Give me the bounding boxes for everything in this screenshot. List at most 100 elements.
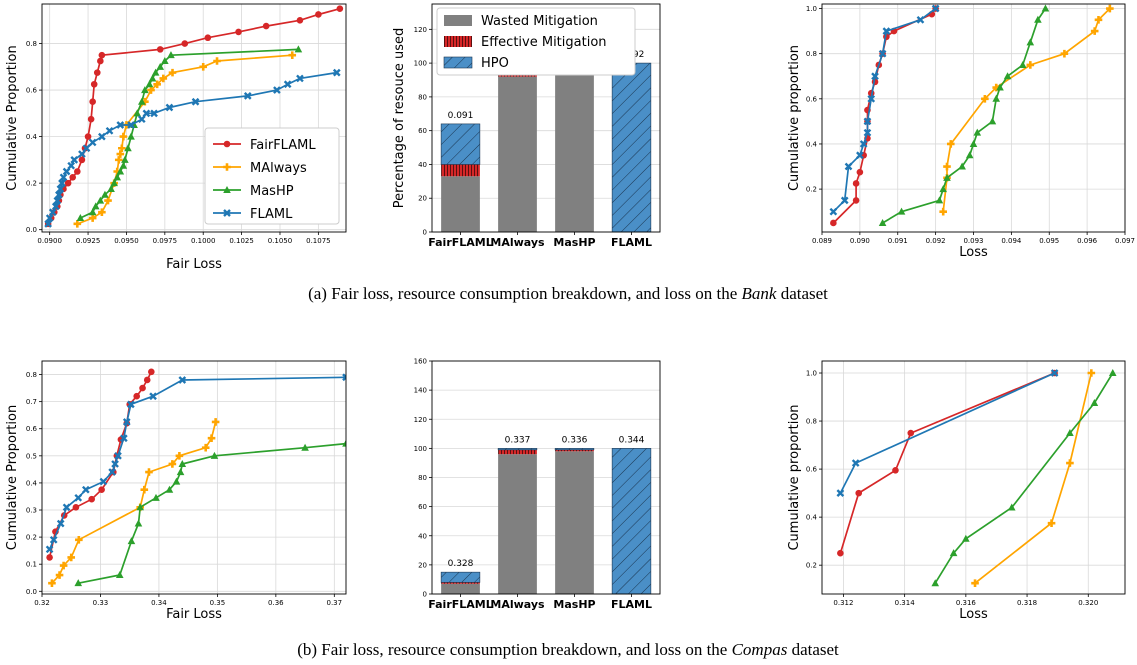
data-point-FairFLAML bbox=[98, 486, 105, 493]
x-tick-label: 0.091 bbox=[888, 237, 908, 245]
y-tick-label: 1.0 bbox=[806, 5, 817, 13]
data-point-MasHP bbox=[172, 477, 181, 485]
category-label: FairFLAML bbox=[428, 236, 492, 249]
y-tick-label: 0.4 bbox=[806, 140, 818, 148]
series-line-MAlways bbox=[51, 421, 217, 584]
data-point-MAlways bbox=[55, 571, 64, 579]
data-point-FairFLAML bbox=[84, 133, 92, 140]
data-point-MasHP bbox=[1090, 399, 1099, 407]
data-point-FairFLAML bbox=[156, 46, 164, 53]
y-tick-label: 0.4 bbox=[806, 514, 818, 522]
legend-swatch bbox=[444, 36, 472, 47]
y-tick-label: 0.2 bbox=[806, 562, 817, 570]
data-point-MasHP bbox=[965, 151, 974, 159]
legend-label-MasHP: MasHP bbox=[250, 184, 294, 199]
data-point-FLAML bbox=[74, 493, 83, 502]
data-point-MasHP bbox=[342, 439, 346, 447]
data-point-MAlways bbox=[168, 460, 177, 468]
data-point-MasHP bbox=[107, 184, 115, 192]
data-point-MasHP bbox=[167, 51, 175, 59]
series-line-MasHP bbox=[934, 372, 1114, 584]
data-point-MAlways bbox=[201, 443, 210, 452]
data-point-FairFLAML bbox=[133, 392, 141, 400]
x-tick-label: 0.093 bbox=[963, 237, 983, 245]
data-point-FLAML bbox=[111, 460, 119, 468]
y-tick-label: 0.0 bbox=[26, 226, 37, 234]
x-axis-label: Fair Loss bbox=[166, 257, 222, 272]
data-point-MAlways bbox=[981, 95, 989, 103]
data-point-MAlways bbox=[118, 144, 126, 153]
data-point-FLAML bbox=[142, 109, 151, 118]
data-point-MAlways bbox=[939, 207, 947, 216]
bar-segment-wasted-mitigation bbox=[555, 71, 594, 232]
data-point-MasHP bbox=[178, 459, 187, 467]
data-point-FLAML bbox=[49, 535, 58, 544]
category-label: FLAML bbox=[611, 236, 652, 249]
y-tick-label: 1.0 bbox=[806, 370, 817, 378]
data-point-MasHP bbox=[962, 534, 970, 542]
data-point-MasHP bbox=[113, 173, 122, 181]
data-point-MasHP bbox=[1026, 38, 1035, 46]
category-label: MasHP bbox=[553, 236, 595, 249]
y-tick-label: 40 bbox=[418, 532, 427, 540]
data-point-FLAML bbox=[81, 485, 90, 494]
data-point-FLAML bbox=[165, 103, 174, 112]
data-point-FLAML bbox=[856, 151, 864, 160]
data-point-FLAML bbox=[114, 451, 122, 460]
data-point-FairFLAML bbox=[88, 495, 95, 503]
data-point-FLAML bbox=[78, 150, 86, 158]
bar-segment-wasted-mitigation bbox=[555, 451, 594, 594]
y-tick-label: 0.3 bbox=[26, 507, 37, 515]
data-point-FLAML bbox=[116, 121, 125, 129]
data-point-FairFLAML bbox=[78, 156, 86, 164]
category-label: MAlways bbox=[490, 236, 545, 249]
data-point-FLAML bbox=[851, 459, 860, 467]
line-chart-2: 0.089 0.090 0.091 0.092 0.093 0.094 0.095 0.096… bbox=[787, 3, 1135, 260]
bar-segment-effective-mitigation bbox=[498, 449, 537, 455]
data-point-FairFLAML bbox=[907, 429, 915, 437]
data-point-FairFLAML bbox=[143, 376, 151, 384]
data-point-FairFLAML bbox=[64, 179, 72, 187]
y-tick-label: 0.2 bbox=[26, 180, 37, 188]
data-point-MAlways bbox=[1090, 27, 1099, 35]
data-point-FLAML bbox=[332, 68, 341, 77]
legend-swatch bbox=[443, 56, 473, 69]
data-point-FLAML bbox=[48, 208, 57, 217]
y-axis-label: Percentage of resouce used bbox=[392, 28, 407, 209]
data-point-MasHP bbox=[127, 537, 136, 545]
legend-box bbox=[436, 7, 636, 76]
bar-segment-hpo bbox=[611, 62, 652, 233]
series-line-MasHP bbox=[78, 442, 346, 585]
data-point-FLAML bbox=[829, 207, 838, 216]
bar-segment-hpo bbox=[497, 448, 538, 451]
data-point-FLAML bbox=[296, 74, 304, 83]
data-point-MAlways bbox=[211, 418, 220, 426]
data-point-FairFLAML bbox=[181, 40, 189, 47]
data-point-FLAML bbox=[127, 121, 135, 129]
y-tick-label: 0 bbox=[423, 229, 427, 237]
legend-label: Wasted Mitigation bbox=[481, 14, 598, 29]
y-tick-label: 20 bbox=[418, 561, 427, 569]
y-tick-label: 0.8 bbox=[806, 418, 817, 426]
x-tick-label: 0.1000 bbox=[191, 237, 216, 245]
data-point-FairFLAML bbox=[74, 168, 81, 175]
data-point-FLAML bbox=[122, 418, 131, 426]
data-point-MasHP bbox=[1041, 4, 1050, 12]
data-point-FLAML bbox=[149, 392, 157, 401]
x-axis-label: Fair Loss bbox=[166, 607, 222, 622]
data-point-MAlways bbox=[119, 132, 128, 141]
category-label: MAlways bbox=[490, 598, 545, 611]
bar-segment-effective-mitigation bbox=[441, 164, 480, 177]
series-FLAML bbox=[44, 68, 341, 228]
data-point-FLAML bbox=[871, 72, 879, 81]
y-tick-label: 0.0 bbox=[26, 588, 37, 596]
y-tick-label: 0.6 bbox=[26, 87, 38, 95]
y-axis-label: Cumulative Proportion bbox=[5, 405, 20, 550]
data-point-MAlways bbox=[75, 536, 83, 544]
x-tick-label: 0.097 bbox=[1115, 237, 1135, 245]
data-point-MAlways bbox=[1066, 459, 1074, 467]
plot-frame bbox=[41, 360, 347, 595]
bar-data-label: 0.091 bbox=[448, 111, 474, 121]
plot-frame bbox=[431, 3, 661, 233]
data-point-FLAML bbox=[1050, 369, 1059, 377]
